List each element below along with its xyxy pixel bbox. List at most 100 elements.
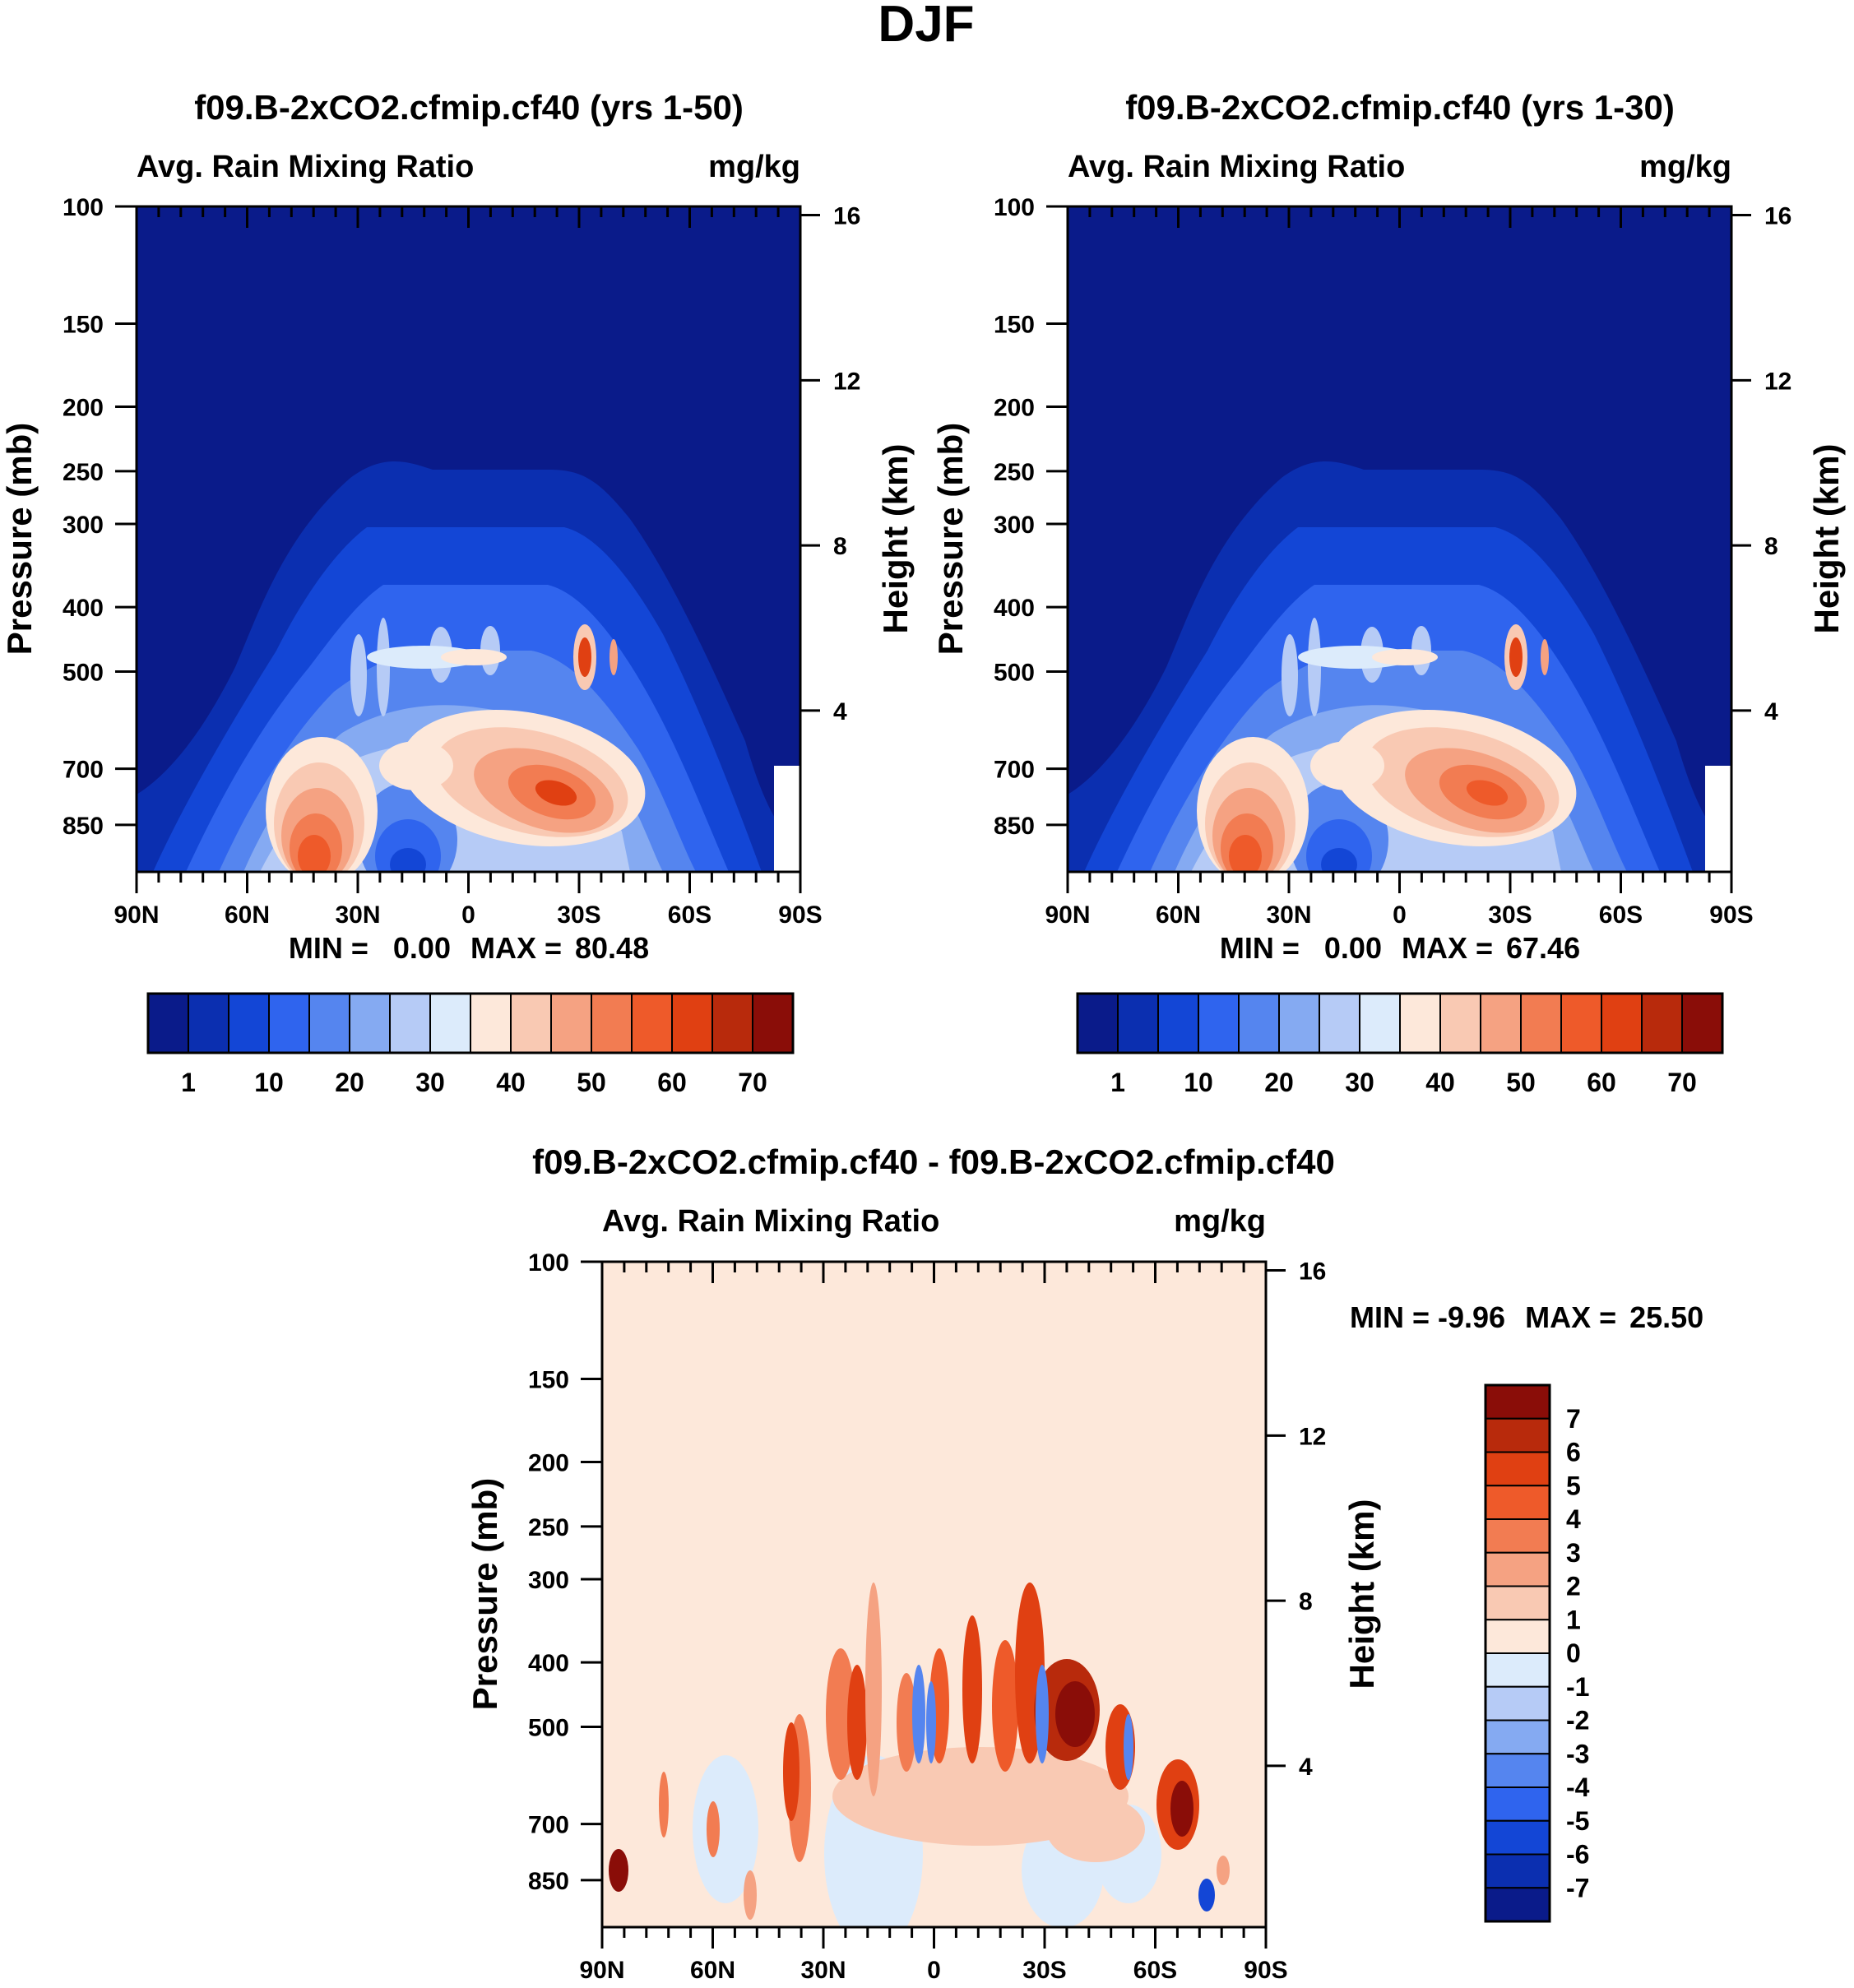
pressure-tick-label: 150	[528, 1366, 569, 1393]
pressure-tick-label: 200	[528, 1450, 569, 1477]
x-tick-label: 90S	[778, 901, 822, 929]
colorbar-swatch	[1485, 1685, 1550, 1722]
mid-level-streak	[610, 639, 618, 675]
colorbar-label: 3	[1566, 1538, 1581, 1568]
mid-level-streak	[578, 637, 591, 677]
x-tick-label: 30S	[1022, 1957, 1066, 1984]
colorbar-label: 20	[1264, 1068, 1294, 1097]
panel-1-max-label: MAX =	[470, 931, 562, 965]
colorbar-label: 40	[496, 1068, 526, 1097]
colorbar-swatch	[1485, 1887, 1550, 1922]
convective-column	[707, 1801, 720, 1857]
colorbar-swatch	[188, 993, 229, 1054]
pressure-tick-label: 850	[994, 813, 1035, 840]
colorbar-label: -5	[1566, 1806, 1589, 1836]
colorbar-label: -4	[1566, 1773, 1590, 1802]
pressure-tick-label: 500	[528, 1714, 569, 1741]
negative-streak	[926, 1681, 936, 1763]
nh-maximum	[1229, 835, 1262, 872]
panel-2-stats: MIN = 0.00 MAX = 67.46	[1220, 931, 1580, 965]
missing-data-region	[774, 766, 800, 872]
colorbar-label: 30	[415, 1068, 445, 1097]
pressure-tick-label: 100	[528, 1249, 569, 1277]
pressure-tick-label: 500	[63, 659, 104, 686]
pressure-tick-label: 700	[994, 757, 1035, 784]
panel-1-plot-area	[137, 206, 800, 872]
panel-2-right-subtitle: mg/kg	[1639, 150, 1731, 184]
panel-1-min-value: 0.00	[393, 931, 451, 965]
colorbar-swatch	[510, 993, 552, 1054]
mid-level-streak	[1282, 634, 1298, 716]
colorbar-swatch	[389, 993, 431, 1054]
colorbar-swatch	[1485, 1753, 1550, 1788]
panel-1-title: f09.B-2xCO2.cfmip.cf40 (yrs 1-50)	[194, 88, 744, 127]
x-tick-label: 0	[1393, 901, 1407, 929]
convective-column	[847, 1665, 867, 1780]
colorbar-label: 20	[335, 1068, 364, 1097]
convective-column	[783, 1722, 800, 1821]
negative-streak	[912, 1665, 925, 1763]
panel-1-y2label: Height (km)	[876, 444, 915, 634]
panel-2-left-subtitle: Avg. Rain Mixing Ratio	[1068, 150, 1405, 184]
mid-level-streak	[1541, 639, 1549, 675]
pressure-tick-label: 300	[63, 512, 104, 539]
colorbar-swatch	[1641, 993, 1683, 1054]
convective-column	[744, 1870, 757, 1920]
x-tick-label: 90S	[1709, 901, 1753, 929]
colorbar-swatch	[1485, 1853, 1550, 1889]
colorbar-swatch	[1198, 993, 1240, 1054]
colorbar-swatch	[1485, 1551, 1550, 1587]
panel-2-title: f09.B-2xCO2.cfmip.cf40 (yrs 1-30)	[1125, 88, 1675, 127]
panel-1-x-ticks: 90N 60N 30N 0 30S 60S 90S	[114, 206, 823, 929]
x-tick-label: 90N	[579, 1957, 624, 1984]
panel-diff-x-ticks: 90N 60N 30N 0 30S 60S 90S	[579, 1262, 1288, 1984]
positive-region	[1046, 1796, 1145, 1862]
panel-diff-blobs	[609, 1583, 1230, 1927]
sh-maximum	[1466, 780, 1509, 806]
convective-column	[1055, 1681, 1095, 1747]
colorbar-swatch	[1485, 1384, 1550, 1420]
panel-diff-colorbar: 7 6 5 4 3 2 1 0 -1 -2 -3 -4 -5 -6 -7	[1484, 1383, 1590, 1923]
x-tick-label: 60N	[225, 901, 270, 929]
colorbar-swatch	[550, 993, 592, 1054]
colorbar-swatch	[1485, 1819, 1550, 1856]
nh-maximum	[298, 835, 331, 872]
height-tick-label: 8	[833, 533, 847, 560]
page-title: DJF	[878, 0, 974, 53]
panel-diff-y2label: Height (km)	[1342, 1499, 1381, 1689]
height-tick-label: 16	[1764, 203, 1791, 230]
colorbar-label: 2	[1566, 1572, 1581, 1601]
colorbar-swatch	[752, 993, 794, 1054]
pressure-tick-label: 250	[528, 1514, 569, 1541]
panel-diff-plot-area	[602, 1262, 1266, 1927]
colorbar-swatch	[228, 993, 270, 1054]
panel-1-ylabel: Pressure (mb)	[0, 423, 39, 655]
colorbar-label: 10	[254, 1068, 284, 1097]
height-tick-label: 12	[1764, 368, 1791, 395]
panel-diff-max-label: MAX =	[1525, 1300, 1616, 1334]
x-tick-label: 30S	[557, 901, 600, 929]
positive-spot	[1217, 1856, 1230, 1885]
colorbar-swatch	[1485, 1619, 1550, 1654]
colorbar-label: 0	[1566, 1638, 1581, 1668]
mid-level-streak	[441, 649, 507, 665]
x-tick-label: 60S	[1133, 1957, 1177, 1984]
colorbar-swatch	[1359, 993, 1401, 1054]
panel-2-plot-area	[1068, 206, 1731, 872]
convective-column	[962, 1615, 982, 1763]
colorbar-outline	[1484, 1383, 1551, 1923]
colorbar-swatch	[1480, 993, 1522, 1054]
colorbar-label: 6	[1566, 1438, 1581, 1467]
panel-diff-p-ticks: 100 150 200 250 300 400 500 700 850	[528, 1249, 602, 1895]
pressure-tick-label: 100	[63, 194, 104, 221]
height-tick-label: 8	[1299, 1588, 1313, 1615]
colorbar-swatch	[1485, 1451, 1550, 1487]
colorbar-label: -1	[1566, 1672, 1589, 1702]
pressure-tick-label: 150	[994, 311, 1035, 338]
pressure-tick-label: 400	[528, 1650, 569, 1677]
colorbar-swatch	[1238, 993, 1280, 1054]
convective-column	[1170, 1781, 1194, 1837]
negative-region	[693, 1755, 758, 1903]
panel-1-h-ticks: 16 12 8 4	[800, 203, 860, 725]
